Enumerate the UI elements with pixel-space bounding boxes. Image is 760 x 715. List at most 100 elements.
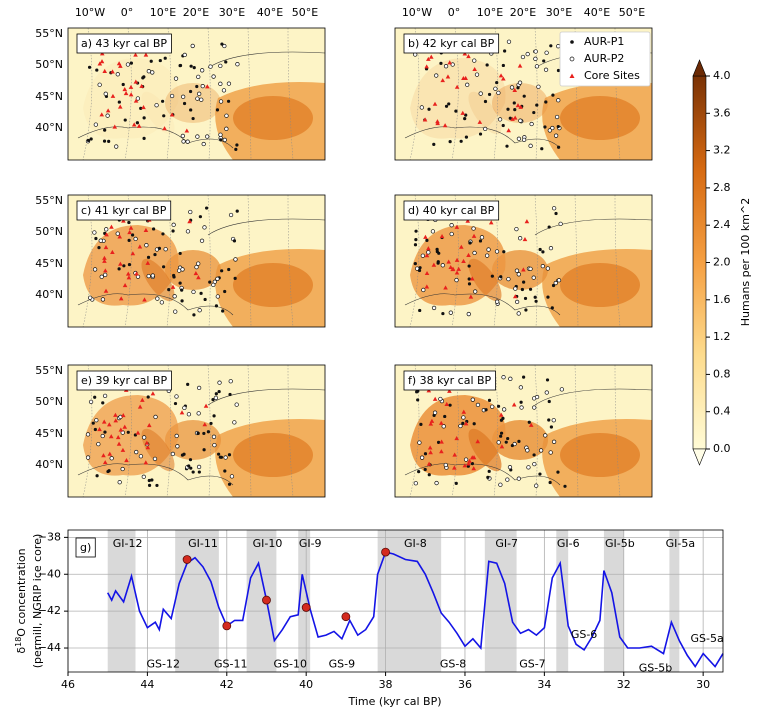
site-aur-p2 — [211, 282, 216, 288]
site-aur-p1 — [172, 273, 176, 278]
site-aur-p1 — [155, 483, 159, 488]
lon-tick-label: 0° — [121, 6, 134, 19]
core-site — [459, 244, 464, 249]
site-aur-p2 — [496, 90, 501, 96]
core-site — [471, 455, 477, 460]
site-aur-p2 — [520, 54, 526, 60]
core-site — [488, 220, 494, 225]
colorbar-tick-label: 3.2 — [713, 144, 731, 157]
core-site — [447, 60, 453, 65]
site-aur-p2 — [234, 402, 239, 407]
site-aur-p1 — [223, 289, 227, 294]
site-aur-p1 — [180, 288, 184, 292]
core-site — [422, 117, 428, 122]
event-marker — [341, 612, 351, 622]
site-aur-p1 — [549, 425, 553, 429]
panel-label-box — [76, 370, 172, 391]
core-site — [116, 441, 122, 446]
x-tick-label: 36 — [458, 678, 472, 691]
site-aur-p1 — [103, 430, 107, 434]
map-frame — [394, 194, 653, 328]
density-italy — [141, 91, 175, 135]
site-aur-p2 — [479, 235, 485, 240]
site-aur-p1 — [180, 453, 185, 457]
colorbar-tick-label: 4.0 — [713, 69, 731, 82]
site-aur-p2 — [215, 294, 220, 299]
core-site — [170, 284, 176, 289]
site-aur-p1 — [554, 211, 558, 216]
site-aur-p2 — [141, 474, 146, 479]
site-aur-p1 — [153, 252, 157, 257]
site-aur-p2 — [85, 432, 91, 437]
site-aur-p2 — [470, 397, 475, 402]
core-site — [499, 444, 505, 449]
site-aur-p2 — [115, 231, 120, 236]
site-aur-p2 — [191, 289, 196, 295]
site-aur-p2 — [102, 393, 108, 399]
border-line — [287, 195, 294, 327]
core-site — [113, 412, 118, 417]
site-aur-p2 — [215, 276, 220, 281]
site-aur-p1 — [444, 104, 449, 108]
site-aur-p1 — [415, 390, 419, 394]
density-east-core — [560, 96, 640, 140]
site-aur-p1 — [532, 110, 536, 115]
density-italy — [141, 258, 175, 302]
lat-tick-label: 55°N — [35, 364, 63, 377]
density-italy — [141, 428, 175, 472]
interstadial-label: GI-5a — [666, 537, 695, 550]
core-site — [471, 466, 477, 471]
density-balkans — [165, 250, 221, 290]
border-line — [409, 195, 420, 327]
site-aur-p1 — [487, 469, 491, 473]
core-site — [118, 63, 123, 68]
border-line — [166, 28, 171, 160]
site-aur-p1 — [173, 401, 178, 406]
core-site — [454, 435, 459, 441]
core-site — [466, 461, 471, 466]
core-site — [432, 396, 438, 401]
core-site — [120, 413, 126, 418]
site-aur-p2 — [232, 420, 237, 425]
site-aur-p2 — [120, 466, 125, 472]
density-balkans — [492, 420, 548, 460]
core-site — [128, 84, 134, 89]
map-frame — [67, 27, 326, 161]
site-aur-p2 — [213, 395, 219, 401]
site-aur-p1 — [556, 145, 561, 149]
site-aur-p2 — [169, 93, 175, 99]
core-site — [143, 52, 149, 57]
site-aur-p1 — [188, 458, 193, 462]
site-aur-p2 — [97, 82, 102, 87]
site-aur-p1 — [528, 287, 533, 291]
density-east-core — [233, 433, 313, 477]
core-site — [115, 435, 121, 440]
site-aur-p1 — [463, 117, 467, 121]
site-aur-p1 — [499, 418, 504, 422]
legend-label: Core Sites — [584, 69, 640, 82]
site-aur-p1 — [504, 440, 508, 444]
y-tick-label: −44 — [38, 641, 61, 654]
site-aur-p1 — [196, 431, 200, 435]
site-aur-p1 — [121, 82, 125, 87]
stadial-label: GS-7 — [519, 658, 545, 671]
site-aur-p2 — [532, 461, 537, 467]
site-aur-p2 — [532, 405, 537, 410]
site-aur-p2 — [415, 266, 420, 271]
site-aur-p2 — [173, 76, 179, 81]
site-aur-p2 — [533, 56, 538, 61]
core-site — [103, 288, 109, 293]
core-site — [127, 230, 132, 235]
x-tick-label: 32 — [617, 678, 631, 691]
core-site — [469, 276, 475, 281]
site-aur-p2 — [222, 137, 227, 143]
site-aur-p2 — [133, 236, 138, 242]
site-aur-p2 — [505, 477, 510, 482]
site-aur-p1 — [147, 483, 152, 487]
site-aur-p2 — [200, 84, 205, 89]
site-aur-p1 — [478, 239, 483, 243]
interstadial-band — [484, 530, 517, 672]
site-aur-p2 — [180, 267, 185, 272]
site-aur-p1 — [485, 63, 489, 67]
colorbar-tick-label: 2.0 — [713, 256, 731, 269]
